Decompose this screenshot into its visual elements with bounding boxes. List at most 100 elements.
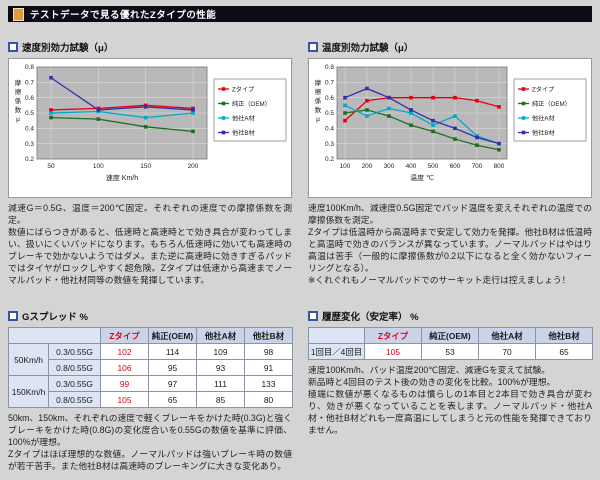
row-label: 1回目／4回目 — [308, 343, 365, 360]
g-spread-title: Gスプレッド % — [22, 312, 88, 323]
svg-text:他社A材: 他社A材 — [532, 114, 555, 122]
value-cell: 80 — [244, 391, 293, 408]
square-bullet-icon — [308, 42, 318, 52]
row-group-label: 50Km/h — [8, 343, 49, 376]
svg-text:0.5: 0.5 — [325, 110, 334, 117]
temperature-chart-description: 速度100Km/h、減速度0.5G固定でパッド温度を変えそれぞれの温度での摩擦係… — [308, 203, 592, 285]
table-row: 50Km/h 0.3/0.55G 102 114 109 98 — [8, 343, 293, 376]
svg-text:200: 200 — [362, 163, 373, 170]
svg-text:500: 500 — [428, 163, 439, 170]
temperature-test-title: 温度別効力試験（μ） — [322, 43, 414, 54]
row-label: 0.8/0.55G — [48, 359, 101, 376]
speed-effect-chart-svg: 0.2 0.3 0.4 0.5 0.6 0.7 0.8 50 100 150 200 速度 Km/h 摩… — [15, 64, 287, 182]
row-label: 0.3/0.55G — [48, 375, 101, 392]
svg-text:0.8: 0.8 — [325, 64, 334, 71]
value-cell: 102 — [100, 343, 149, 360]
square-bullet-icon — [8, 311, 18, 321]
temperature-test-column: 温度別効力試験（μ） 0.2 0.3 0.4 0.5 0.6 0.7 0.8 100 200 30… — [308, 40, 593, 480]
document-icon — [13, 7, 24, 21]
svg-text:0.4: 0.4 — [25, 126, 34, 133]
temperature-effect-chart-svg: 0.2 0.3 0.4 0.5 0.6 0.7 0.8 100 200 300 400 500 600 7… — [315, 64, 587, 182]
svg-text:μ: μ — [316, 116, 320, 123]
stability-description: 速度100Km/h、パッド温度200℃固定、減速Gを変えて試験。 新品時と4回目… — [308, 365, 592, 435]
value-cell: 97 — [148, 375, 197, 392]
svg-text:擦: 擦 — [315, 87, 322, 96]
corner-cell — [8, 327, 101, 344]
svg-text:0.3: 0.3 — [25, 141, 34, 148]
column-header: 純正(OEM) — [421, 327, 479, 344]
speed-test-column: 速度別効力試験（μ） 0.2 0.3 0.4 0.5 0.6 0.7 0.8 50 100 150… — [8, 40, 293, 480]
table-row: 150Km/h 0.3/0.55G 99 97 111 133 — [8, 375, 293, 408]
value-cell: 65 — [148, 391, 197, 408]
svg-text:700: 700 — [472, 163, 483, 170]
speed-effect-chart: 0.2 0.3 0.4 0.5 0.6 0.7 0.8 50 100 150 200 速度 Km/h 摩… — [8, 58, 292, 198]
svg-text:200: 200 — [188, 163, 199, 170]
svg-text:速度 Km/h: 速度 Km/h — [106, 173, 138, 182]
svg-text:0.4: 0.4 — [325, 126, 334, 133]
value-cell: 95 — [148, 359, 197, 376]
value-cell: 91 — [244, 359, 293, 376]
svg-text:150: 150 — [140, 163, 151, 170]
row-group-label: 150Km/h — [8, 375, 49, 408]
svg-text:Zタイプ: Zタイプ — [532, 85, 555, 93]
svg-text:100: 100 — [93, 163, 104, 170]
svg-text:温度 ℃: 温度 ℃ — [410, 173, 434, 182]
value-cell: 93 — [196, 359, 245, 376]
svg-text:0.6: 0.6 — [325, 95, 334, 102]
temperature-test-header: 温度別効力試験（μ） — [308, 40, 592, 54]
value-cell: 53 — [421, 343, 479, 360]
svg-text:0.5: 0.5 — [25, 110, 34, 117]
svg-text:0.3: 0.3 — [325, 141, 334, 148]
value-cell: 133 — [244, 375, 293, 392]
column-header: 他社B材 — [535, 327, 593, 344]
value-cell: 106 — [100, 359, 149, 376]
svg-text:0.7: 0.7 — [325, 80, 334, 87]
svg-text:純正（OEM）: 純正（OEM） — [232, 100, 271, 108]
svg-text:摩: 摩 — [15, 78, 22, 87]
svg-text:数: 数 — [15, 105, 22, 114]
speed-test-title: 速度別効力試験（μ） — [22, 43, 114, 54]
table-header-row: Zタイプ 純正(OEM) 他社A材 他社B材 — [308, 327, 593, 344]
value-cell: 98 — [244, 343, 293, 360]
value-cell: 65 — [535, 343, 593, 360]
g-spread-header: Gスプレッド % — [8, 309, 292, 323]
g-spread-table: Zタイプ 純正(OEM) 他社A材 他社B材 50Km/h 0.3/0.55G 102 114… — [8, 327, 293, 408]
content-columns: 速度別効力試験（μ） 0.2 0.3 0.4 0.5 0.6 0.7 0.8 50 100 150… — [8, 40, 593, 480]
svg-text:0.7: 0.7 — [25, 80, 34, 87]
stability-table: Zタイプ 純正(OEM) 他社A材 他社B材 1回目／4回目 105 53 70 65 — [308, 327, 593, 360]
svg-text:μ: μ — [16, 116, 20, 123]
svg-text:他社B材: 他社B材 — [232, 129, 255, 137]
column-header: 純正(OEM) — [148, 327, 197, 344]
page-title: テストデータで見る優れたZタイプの性能 — [30, 10, 217, 21]
value-cell: 70 — [478, 343, 536, 360]
stability-title: 履歴変化（安定率） % — [322, 312, 419, 323]
svg-text:Zタイプ: Zタイプ — [232, 85, 255, 93]
value-cell: 105 — [364, 343, 422, 360]
g-spread-description: 50km、150km、それぞれの速度で軽くブレーキをかけた時(0.3G)と強くブ… — [8, 413, 292, 471]
svg-text:係: 係 — [315, 96, 322, 105]
svg-text:擦: 擦 — [15, 87, 22, 96]
column-header: 他社A材 — [478, 327, 536, 344]
value-cell: 109 — [196, 343, 245, 360]
table-row: 0.8/0.55G 106 95 93 91 — [9, 359, 293, 376]
svg-text:50: 50 — [47, 163, 55, 170]
svg-text:0.6: 0.6 — [25, 95, 34, 102]
svg-text:係: 係 — [15, 96, 22, 105]
svg-text:他社B材: 他社B材 — [532, 129, 555, 137]
square-bullet-icon — [308, 311, 318, 321]
svg-text:0.2: 0.2 — [325, 156, 334, 163]
value-cell: 105 — [100, 391, 149, 408]
speed-chart-description: 減速G＝0.5G、温度＝200℃固定。それぞれの速度での摩擦係数を測定。 数値に… — [8, 203, 292, 285]
svg-text:300: 300 — [384, 163, 395, 170]
svg-text:0.2: 0.2 — [25, 156, 34, 163]
svg-text:数: 数 — [315, 105, 322, 114]
square-bullet-icon — [8, 42, 18, 52]
stability-header: 履歴変化（安定率） % — [308, 309, 592, 323]
table-row: 0.8/0.55G 105 65 85 80 — [9, 391, 293, 408]
svg-text:他社A材: 他社A材 — [232, 114, 255, 122]
svg-text:400: 400 — [406, 163, 417, 170]
title-bar: テストデータで見る優れたZタイプの性能 — [8, 6, 592, 22]
table-header-row: Zタイプ 純正(OEM) 他社A材 他社B材 — [8, 327, 293, 344]
svg-text:100: 100 — [340, 163, 351, 170]
column-header: 他社A材 — [196, 327, 245, 344]
